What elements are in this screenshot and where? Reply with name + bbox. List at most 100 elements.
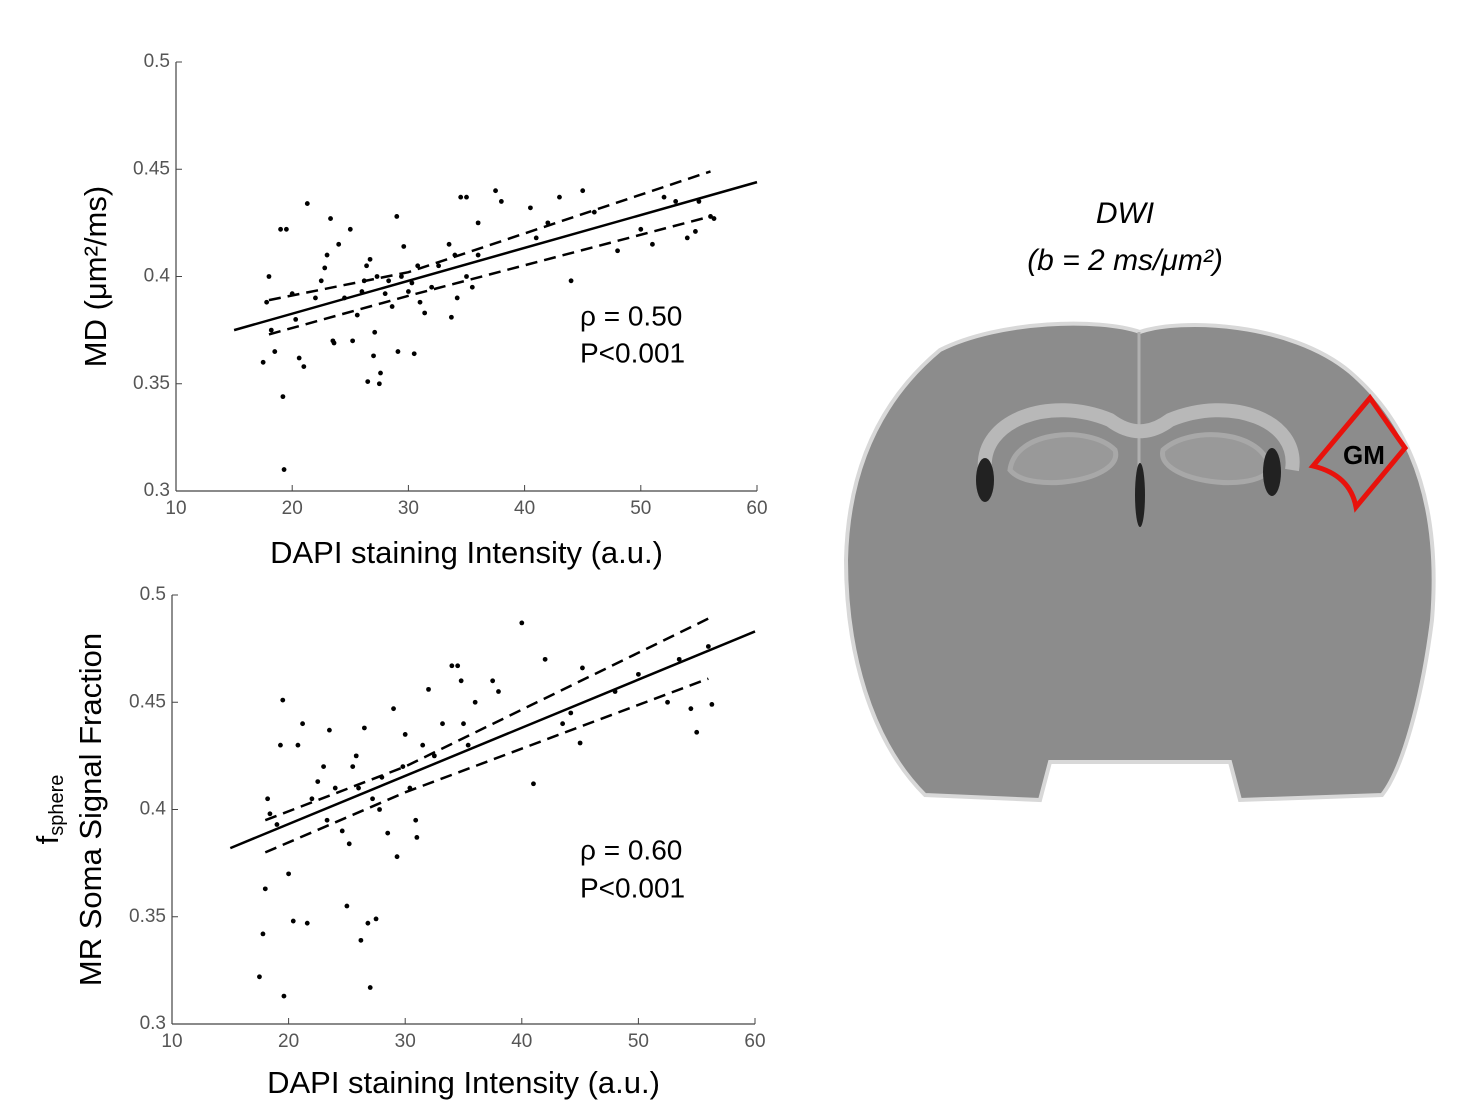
point	[367, 985, 373, 990]
point	[673, 199, 679, 204]
point	[377, 807, 382, 812]
point	[705, 644, 711, 649]
point	[448, 314, 454, 320]
point	[358, 937, 364, 943]
point	[353, 753, 359, 759]
point	[278, 742, 283, 748]
point	[490, 678, 496, 684]
point	[374, 274, 380, 279]
point	[452, 252, 458, 258]
point	[440, 721, 445, 727]
point	[295, 742, 301, 748]
x-tick-label: 10	[165, 498, 186, 519]
point	[496, 689, 501, 694]
point	[260, 359, 266, 365]
point	[688, 706, 694, 712]
x-tick-label: 60	[746, 498, 767, 519]
point	[290, 918, 296, 924]
point	[304, 920, 310, 926]
point	[260, 931, 266, 937]
point	[371, 353, 376, 359]
point	[385, 830, 391, 836]
point	[262, 886, 268, 892]
ventricle	[1263, 448, 1281, 496]
point	[400, 764, 406, 769]
point	[315, 779, 321, 785]
region-label: GM	[1343, 440, 1385, 470]
point	[696, 199, 702, 204]
point	[636, 671, 641, 677]
point	[378, 370, 383, 376]
point	[350, 338, 356, 344]
point	[331, 340, 337, 346]
point	[431, 753, 437, 759]
point	[708, 214, 713, 219]
point	[266, 274, 272, 279]
point	[533, 235, 539, 241]
point	[342, 295, 347, 301]
point	[413, 817, 419, 823]
point	[568, 710, 574, 716]
point	[420, 742, 426, 748]
x-axis-label: DAPI staining Intensity (a.u.)	[270, 535, 663, 570]
point	[531, 781, 536, 787]
point	[379, 774, 385, 780]
point	[327, 727, 332, 733]
point	[318, 278, 324, 284]
fit-line	[233, 180, 758, 332]
point	[422, 310, 428, 316]
point	[389, 304, 395, 309]
point	[309, 796, 315, 802]
point	[278, 226, 283, 232]
point	[332, 785, 338, 791]
annotation: P<0.001	[580, 872, 685, 903]
point	[580, 188, 586, 194]
y-axis-label: MD (μm²/ms)	[78, 186, 113, 367]
annotation: P<0.001	[580, 337, 685, 368]
point	[394, 214, 400, 219]
point	[364, 263, 369, 269]
point	[676, 656, 682, 662]
x-tick-label: 40	[511, 1031, 532, 1052]
point	[401, 244, 407, 249]
point	[417, 299, 423, 305]
ventricle	[1135, 463, 1145, 527]
point	[475, 220, 481, 226]
point	[615, 248, 620, 254]
point	[411, 351, 417, 357]
point	[560, 721, 566, 727]
point	[301, 364, 307, 369]
point	[458, 194, 464, 200]
point	[328, 216, 333, 221]
point	[386, 278, 392, 284]
point	[455, 663, 461, 669]
y-tick-label: 0.4	[140, 799, 167, 820]
point	[313, 295, 318, 301]
y-tick-label: 0.3	[140, 1013, 166, 1034]
point	[709, 701, 715, 707]
x-tick-label: 10	[161, 1031, 182, 1052]
point	[591, 209, 597, 215]
point	[324, 817, 330, 823]
point	[280, 697, 286, 703]
point	[711, 216, 717, 221]
point	[382, 291, 388, 297]
point	[356, 785, 361, 791]
point	[272, 349, 278, 354]
point	[264, 299, 270, 305]
point	[568, 278, 574, 284]
point	[465, 742, 471, 748]
confidence-band	[264, 617, 709, 822]
x-tick-label: 20	[278, 1031, 299, 1052]
point	[394, 854, 400, 860]
confidence-band	[268, 170, 711, 302]
point	[268, 327, 274, 333]
brain-image: GM DWI (b = 2 ms/μm²)	[843, 197, 1436, 803]
point	[370, 796, 375, 802]
point	[361, 278, 367, 284]
point	[265, 796, 271, 802]
point	[321, 764, 326, 769]
y-tick-label: 0.35	[129, 906, 166, 927]
point	[336, 241, 342, 247]
